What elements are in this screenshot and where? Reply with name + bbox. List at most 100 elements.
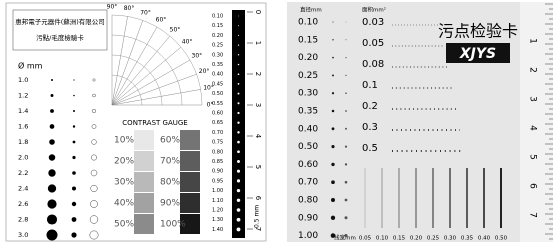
dot <box>345 75 346 76</box>
contrast-patch <box>180 130 200 150</box>
ruler-number: 0 <box>254 10 262 14</box>
ruler-number: 3 <box>254 103 262 107</box>
diameter: 1.2 <box>18 92 28 100</box>
contrast-patch <box>180 172 200 192</box>
ruler-number: 5 <box>528 154 538 160</box>
strip-dot <box>238 93 240 95</box>
dot <box>345 181 348 184</box>
dot <box>332 39 333 40</box>
diameter: 2.0 <box>18 154 28 162</box>
contrast-patch <box>134 130 154 150</box>
strip-dot <box>238 44 239 45</box>
line-width-label: 0.05 <box>359 236 372 242</box>
contrast-patch <box>134 214 154 234</box>
line-width-label: 0.25 <box>427 236 440 242</box>
strip-dot <box>237 102 239 104</box>
diameter: 1.8 <box>18 138 28 146</box>
strip-value: 1.20 <box>212 208 223 214</box>
strip-value: 0.60 <box>212 111 223 117</box>
company: 惠邦電子元器件(蘇洲)有限公司 <box>15 17 105 26</box>
dot <box>48 169 55 176</box>
dot <box>345 146 347 148</box>
dot <box>346 22 347 23</box>
line-width-label: 0.30 <box>444 236 457 242</box>
strip-value: 0.65 <box>212 120 223 126</box>
angle-label: 90° <box>107 4 118 11</box>
dot <box>72 202 76 206</box>
angle-label: 20° <box>199 68 210 75</box>
strip-dot <box>238 73 240 75</box>
line-width-label: 0.35 <box>461 236 474 242</box>
strip-dot <box>237 199 240 202</box>
ruler-unit: 0.5 mm <box>254 205 261 228</box>
dot <box>346 39 347 40</box>
dot <box>345 57 346 58</box>
dot <box>345 199 348 202</box>
diameter: 0.20 <box>298 53 318 63</box>
dot <box>49 139 55 145</box>
black-strip <box>232 10 245 238</box>
ruler-number: 2 <box>254 72 262 76</box>
diameter: 0.70 <box>298 178 318 188</box>
dot <box>345 163 347 165</box>
area: 0.3 <box>362 122 378 133</box>
dot <box>51 79 53 81</box>
dot <box>345 216 348 219</box>
dot <box>50 124 55 129</box>
brand: XJYS <box>459 46 496 62</box>
strip-dot <box>237 122 239 124</box>
contrast-label: 100% <box>160 220 186 230</box>
strip-dot <box>238 35 239 36</box>
contrast-label: 10% <box>114 136 134 146</box>
strip-dot <box>237 160 240 163</box>
dot <box>73 110 75 112</box>
dot <box>332 92 334 94</box>
diameter: 2.8 <box>18 216 28 224</box>
ruler-number: 4 <box>254 134 262 139</box>
dot <box>47 214 57 224</box>
strip-value: 0.30 <box>212 52 223 58</box>
contrast-label: 30% <box>114 178 134 188</box>
dot <box>331 198 335 202</box>
strip-dot <box>237 218 241 222</box>
diameter: 1.0 <box>18 76 28 84</box>
card-title: 污點/毛度檢驗卡 <box>36 33 84 42</box>
dot <box>72 187 76 191</box>
strip-value: 0.80 <box>212 149 223 155</box>
diameter: 2.4 <box>18 185 28 193</box>
line-width-label: 0.20 <box>410 236 423 242</box>
strip-value: 0.50 <box>212 91 223 97</box>
contrast-label: 50% <box>114 220 134 230</box>
contrast-title: CONTRAST GAUGE <box>122 119 187 127</box>
dot <box>73 125 75 127</box>
strip-dot <box>238 64 240 66</box>
line-width-label: 0.40 <box>478 236 491 242</box>
strip-dot <box>238 83 240 85</box>
dot <box>331 145 334 148</box>
strip-dot <box>237 189 240 192</box>
diameter-header: 直径mm <box>300 6 322 14</box>
diameter: 0.30 <box>298 89 318 99</box>
page: 惠邦電子元器件(蘇洲)有限公司 污點/毛度檢驗卡 Ø mm CONTRAST G… <box>0 0 555 244</box>
diameter: 0.35 <box>298 107 318 117</box>
strip-value: 0.90 <box>212 169 223 175</box>
strip-dot <box>237 170 240 173</box>
dot <box>51 94 54 97</box>
dot <box>333 22 334 23</box>
strip-value: 0.20 <box>212 33 223 39</box>
ruler-number: 1 <box>528 38 538 44</box>
diameter-label: Ø mm <box>18 61 43 71</box>
contrast-label: 60% <box>160 136 180 146</box>
area: 0.1 <box>362 80 378 91</box>
dot <box>331 233 336 238</box>
dot <box>345 110 347 112</box>
area: 0.08 <box>362 59 384 70</box>
diameter: 0.15 <box>298 35 318 45</box>
dot <box>332 74 334 76</box>
strip-value: 0.55 <box>212 101 223 107</box>
diameter: 1.00 <box>298 231 318 241</box>
strip-value: 0.40 <box>212 72 223 78</box>
strip-value: 0.10 <box>212 14 223 20</box>
line-width-label: 0.50 <box>495 236 508 242</box>
strip-dot <box>237 150 240 153</box>
